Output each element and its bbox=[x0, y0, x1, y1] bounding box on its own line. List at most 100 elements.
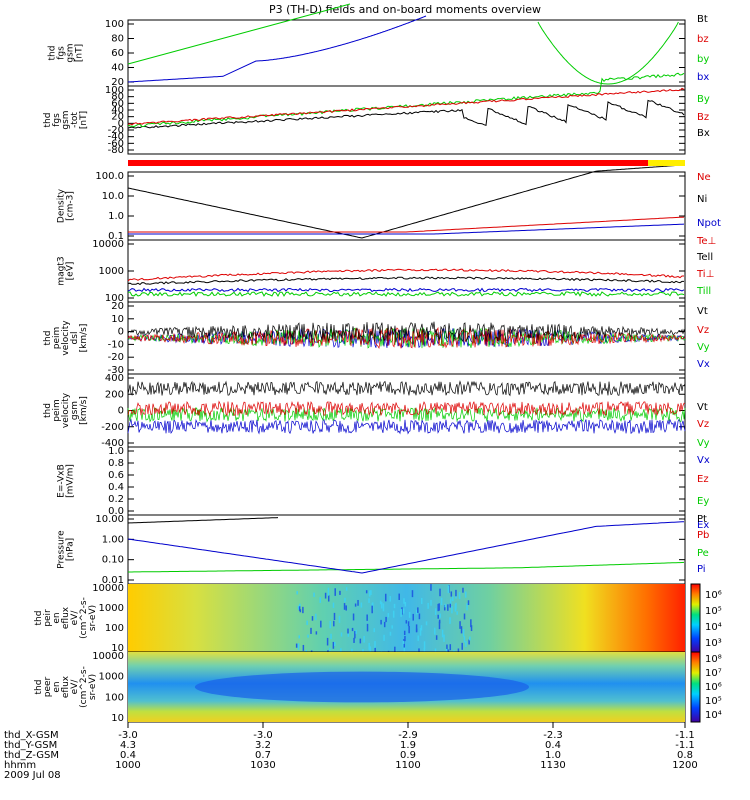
ylabel-line: [km/s] bbox=[79, 396, 89, 425]
legend-Tell: Tell bbox=[696, 252, 713, 263]
spectrogram-cell bbox=[462, 629, 465, 637]
series-Ne bbox=[128, 216, 685, 233]
spectrogram-cell bbox=[297, 643, 300, 650]
legend-Pb: Pb bbox=[697, 530, 709, 541]
spectrogram-cell bbox=[391, 625, 393, 629]
legend-Bt: Bt bbox=[697, 14, 708, 25]
ylabel-line: thd bbox=[48, 46, 58, 61]
spectrogram-cell bbox=[302, 606, 304, 614]
spectrogram-cell bbox=[368, 598, 370, 603]
series-Vz bbox=[127, 326, 686, 350]
panel-frame-6 bbox=[127, 446, 686, 516]
ytick-label: 10000 bbox=[92, 239, 124, 250]
legend-by: by bbox=[697, 54, 709, 65]
footer-value: 0.4 bbox=[120, 750, 136, 761]
footer-value: 1000 bbox=[115, 760, 140, 771]
ytick-label: 60 bbox=[111, 48, 124, 59]
ylabel-line: [nPa] bbox=[66, 538, 76, 561]
spectrogram-cell bbox=[449, 598, 452, 606]
mode-bar bbox=[128, 160, 648, 166]
spectrogram-cell bbox=[447, 585, 450, 594]
ytick-label: 80 bbox=[111, 34, 124, 45]
spectrogram-cell bbox=[461, 642, 463, 650]
spectrogram-cell bbox=[307, 634, 309, 638]
spectrogram-cell bbox=[352, 613, 355, 621]
footer-row-label: thd_Y-GSM bbox=[4, 740, 57, 751]
ytick-label: 0.10 bbox=[102, 555, 124, 566]
series-Ni bbox=[127, 164, 685, 239]
series-Vz bbox=[127, 400, 686, 417]
footer-value: 0.4 bbox=[545, 740, 561, 751]
legend-Vx: Vx bbox=[697, 359, 710, 370]
spectrogram-cell bbox=[295, 643, 298, 648]
spectrogram-cell bbox=[389, 631, 392, 636]
legend-Vy: Vy bbox=[697, 438, 710, 449]
spectrogram-cell bbox=[439, 588, 441, 597]
spectrogram-cell bbox=[405, 620, 408, 624]
ytick-label: 100 bbox=[105, 85, 124, 96]
ytick-label: 10 bbox=[111, 713, 124, 724]
spectrogram-cell bbox=[351, 627, 354, 632]
legend-Ez: Ez bbox=[697, 474, 709, 485]
spectrogram-cell bbox=[343, 603, 346, 610]
spectrogram-cell bbox=[411, 590, 414, 598]
spectrogram-cell bbox=[398, 593, 400, 600]
footer-value: 1.9 bbox=[400, 740, 416, 751]
spectrogram-cell bbox=[302, 644, 305, 651]
spectrogram-cell bbox=[320, 620, 322, 628]
spectrogram-cell bbox=[450, 591, 453, 597]
legend-Ni: Ni bbox=[697, 194, 707, 205]
ytick-label: 200 bbox=[105, 389, 124, 400]
legend-Ne: Ne bbox=[697, 172, 711, 183]
legend-Bx: Bx bbox=[697, 128, 710, 139]
ytick-label: 0 bbox=[118, 406, 124, 417]
colorbar-label: 10⁸ bbox=[705, 654, 722, 665]
spectrogram-cell bbox=[430, 584, 432, 591]
spectrogram-cell bbox=[470, 619, 472, 628]
panel-frame-0 bbox=[127, 19, 686, 87]
ylabel-line: E=-VxB bbox=[57, 464, 67, 498]
spectrogram-cell bbox=[433, 627, 436, 633]
spectrogram-cell bbox=[419, 627, 422, 636]
ylabel-line: Density bbox=[57, 188, 67, 223]
ylabel-line: thd bbox=[34, 680, 44, 695]
spectrogram-cell bbox=[454, 603, 457, 612]
series-Ti bbox=[127, 287, 685, 293]
spectrogram-cell bbox=[315, 613, 317, 621]
spectrogram-cell bbox=[334, 641, 336, 646]
ytick-label: 10000 bbox=[92, 651, 124, 662]
ylabel-line: velocity bbox=[61, 392, 71, 428]
ytick-label: 1000 bbox=[99, 603, 124, 614]
legend-Pe: Pe bbox=[697, 548, 709, 559]
ytick-label: 0.01 bbox=[102, 575, 124, 586]
series-Npot bbox=[128, 223, 685, 235]
ytick-label: 0.4 bbox=[108, 482, 124, 493]
spectrogram-cell bbox=[468, 639, 470, 645]
legend-Ey: Ey bbox=[697, 496, 709, 507]
footer-value: 0.9 bbox=[400, 750, 416, 761]
spectrogram-cell bbox=[315, 631, 318, 635]
ylabel-line: [cm-3] bbox=[66, 191, 76, 221]
ytick-label: 10 bbox=[111, 643, 124, 654]
spectrogram-cell bbox=[374, 641, 376, 648]
ylabel-line: fgs bbox=[52, 113, 62, 127]
spectrogram-cell bbox=[366, 614, 368, 621]
panel-frame-7 bbox=[127, 514, 686, 585]
ylabel-line: (cm^2-s- bbox=[79, 597, 89, 639]
ytick-label: 1.00 bbox=[102, 534, 124, 545]
footer-value: 3.2 bbox=[255, 740, 271, 751]
ytick-label: 100 bbox=[105, 692, 124, 703]
legend-Pt: Pt bbox=[697, 514, 707, 525]
ylabel-line: en bbox=[52, 681, 62, 692]
spectrogram-cell bbox=[427, 602, 429, 609]
spectrogram-cell bbox=[354, 631, 356, 639]
spectrogram-cell bbox=[373, 628, 375, 633]
spectrogram-cell bbox=[417, 607, 419, 613]
spectrogram-cell bbox=[324, 592, 327, 599]
spectrogram-cell bbox=[334, 588, 336, 596]
ylabel-line: dsl bbox=[70, 332, 80, 345]
spectrogram-cell bbox=[329, 647, 331, 651]
spectrogram-cell bbox=[464, 591, 467, 598]
legend-Vz: Vz bbox=[697, 419, 709, 430]
